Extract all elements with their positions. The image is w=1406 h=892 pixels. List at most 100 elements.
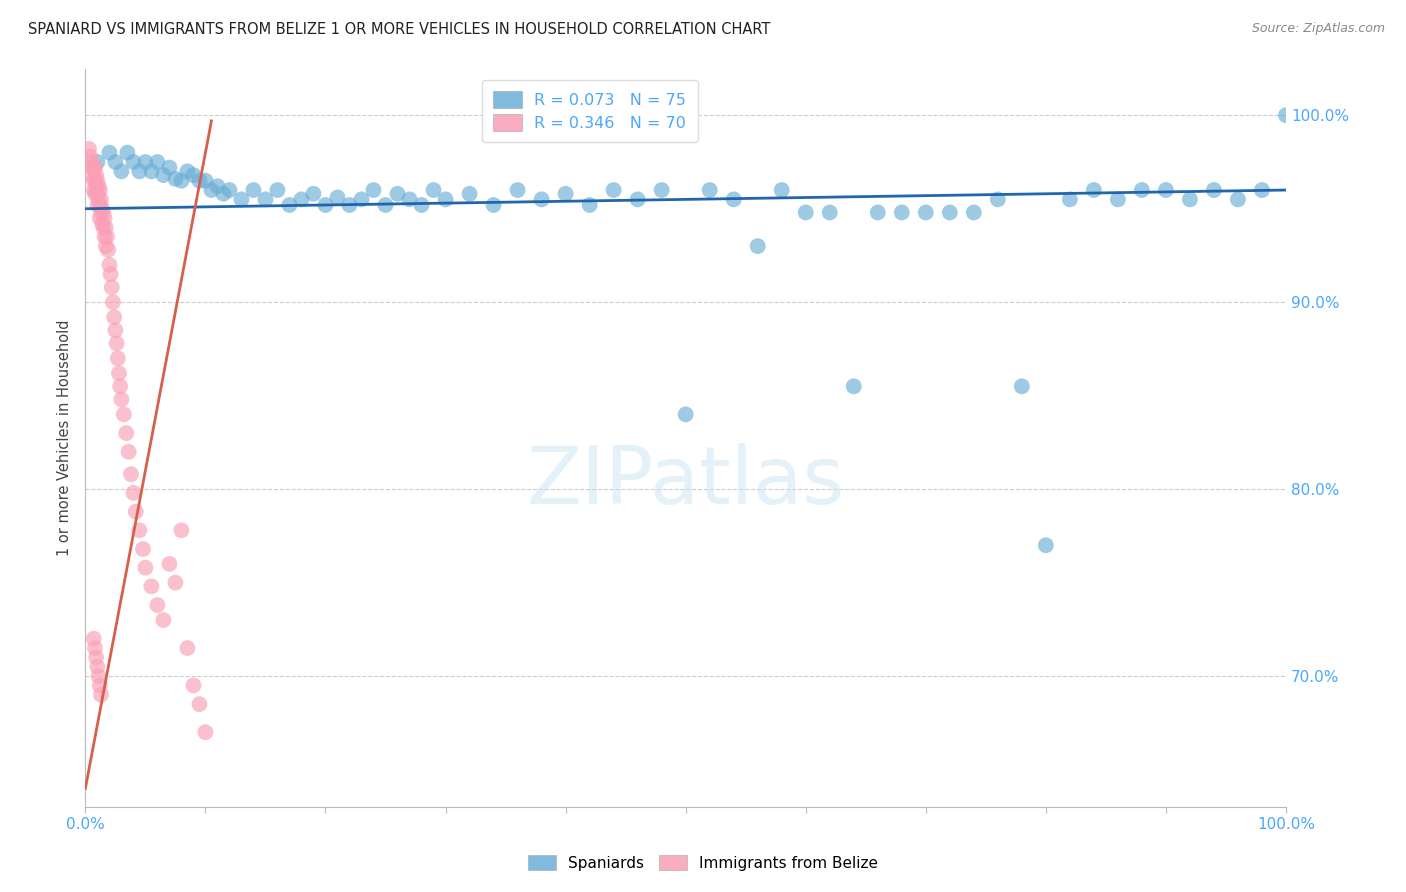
Point [422,183,444,197]
Point [165,575,187,590]
Point [87,193,110,207]
Point [122,155,145,169]
Point [79,149,101,163]
Point [86,659,108,673]
Point [602,183,624,197]
Point [398,193,420,207]
Point [146,155,169,169]
Point [1251,183,1274,197]
Point [86,155,108,169]
Point [1178,193,1201,207]
Point [350,193,373,207]
Point [963,205,986,219]
Point [77,142,100,156]
Point [165,171,187,186]
Point [914,205,936,219]
Point [90,688,112,702]
Point [100,267,122,281]
Point [89,198,111,212]
Point [818,205,841,219]
Point [103,310,125,325]
Point [134,560,156,574]
Point [86,198,108,212]
Point [747,239,769,253]
Point [117,145,139,160]
Point [278,198,301,212]
Point [93,205,115,219]
Text: ZIPatlas: ZIPatlas [527,443,845,521]
Point [218,183,240,197]
Point [87,179,110,194]
Point [107,351,129,366]
Point [84,183,107,197]
Point [699,183,721,197]
Point [125,505,148,519]
Point [231,193,253,207]
Point [170,523,193,537]
Point [1035,538,1057,552]
Point [94,220,117,235]
Point [96,229,118,244]
Point [120,467,142,482]
Y-axis label: 1 or more Vehicles in Household: 1 or more Vehicles in Household [58,319,72,556]
Point [254,193,277,207]
Point [1275,108,1298,122]
Point [91,217,114,231]
Point [387,186,409,201]
Point [770,183,793,197]
Point [82,161,104,175]
Point [105,336,128,351]
Point [170,174,193,188]
Point [723,193,745,207]
Point [108,379,131,393]
Point [101,295,124,310]
Point [326,190,349,204]
Point [1083,183,1105,197]
Point [134,155,156,169]
Point [842,379,865,393]
Point [200,183,222,197]
Point [194,725,217,739]
Point [1226,193,1249,207]
Point [98,258,121,272]
Point [84,186,107,201]
Point [315,198,337,212]
Point [98,145,121,160]
Point [93,220,115,235]
Point [89,183,111,197]
Point [86,174,108,188]
Point [530,193,553,207]
Point [84,641,107,656]
Point [1130,183,1153,197]
Point [84,168,107,182]
Point [1154,183,1177,197]
Point [651,183,673,197]
Point [866,205,889,219]
Point [94,239,117,253]
Point [339,198,361,212]
Point [89,678,111,692]
Point [506,183,529,197]
Point [122,486,145,500]
Point [83,183,105,197]
Point [83,632,105,646]
Point [411,198,433,212]
Point [84,174,107,188]
Point [83,161,105,175]
Point [987,193,1010,207]
Point [266,183,288,197]
Point [194,174,217,188]
Point [794,205,817,219]
Point [675,408,697,422]
Point [290,193,312,207]
Point [458,186,481,201]
Point [578,198,600,212]
Point [152,168,174,182]
Point [939,205,962,219]
Point [434,193,457,207]
Legend: Spaniards, Immigrants from Belize: Spaniards, Immigrants from Belize [519,846,887,880]
Point [93,211,115,225]
Point [93,229,115,244]
Point [554,186,576,201]
Text: SPANIARD VS IMMIGRANTS FROM BELIZE 1 OR MORE VEHICLES IN HOUSEHOLD CORRELATION C: SPANIARD VS IMMIGRANTS FROM BELIZE 1 OR … [28,22,770,37]
